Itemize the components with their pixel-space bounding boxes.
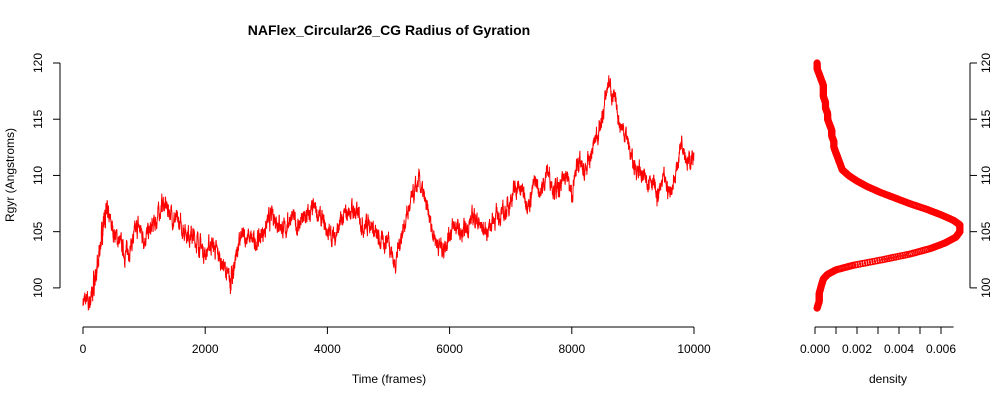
density-axes: 0.000 0.002 0.004 0.006 100 105 110 115 120 (800, 53, 993, 356)
density-x-axis-title: density (869, 372, 907, 386)
main-y-tick-label: 110 (31, 166, 45, 185)
main-x-tick-label: 0 (80, 342, 87, 356)
density-x-tick-label: 0.006 (926, 342, 956, 356)
main-axes: 0 2000 4000 6000 8000 10000 100 105 110 115 120 (31, 53, 711, 356)
main-x-tick-label: 10000 (677, 342, 711, 356)
main-y-tick-label: 120 (31, 53, 45, 73)
density-y-tick-label: 115 (979, 109, 993, 128)
density-y-tick-label: 110 (979, 166, 993, 185)
density-y-tick-label: 120 (979, 53, 993, 73)
density-y-tick-label: 100 (979, 278, 993, 298)
density-series-points (813, 59, 964, 312)
main-series-polyline (82, 75, 695, 311)
main-y-tick-label: 115 (31, 109, 45, 128)
main-y-axis-title: Rgyr (Angstroms) (3, 128, 17, 222)
density-y-tick-label: 105 (979, 221, 993, 241)
main-x-axis-title: Time (frames) (352, 372, 426, 386)
main-x-tick-label: 6000 (436, 342, 463, 356)
density-point (813, 59, 821, 67)
main-x-tick-label: 2000 (192, 342, 219, 356)
main-x-tick-label: 4000 (314, 342, 341, 356)
density-x-tick-label: 0.000 (800, 342, 830, 356)
chart-title: NAFlex_Circular26_CG Radius of Gyration (248, 22, 530, 38)
density-x-tick-label: 0.004 (884, 342, 914, 356)
density-x-tick-label: 0.002 (842, 342, 872, 356)
main-y-tick-label: 105 (31, 221, 45, 241)
main-y-tick-label: 100 (31, 278, 45, 298)
main-x-tick-label: 8000 (558, 342, 585, 356)
main-series-line (82, 75, 695, 311)
